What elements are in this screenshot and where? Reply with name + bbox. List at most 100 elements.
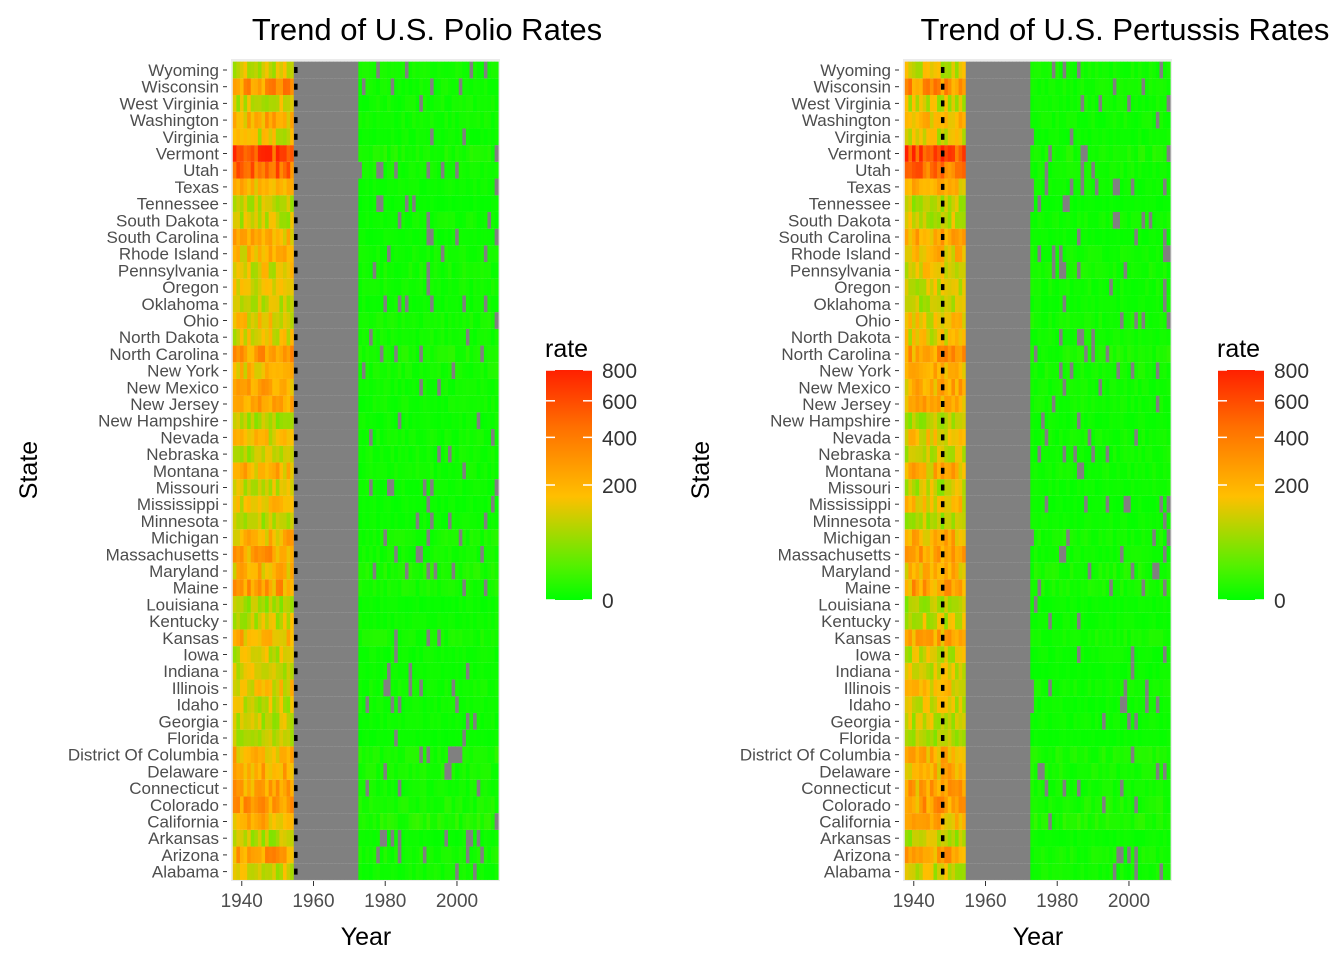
heatmap-cell — [358, 863, 362, 880]
heatmap-cell — [948, 713, 952, 730]
heatmap-cell — [319, 95, 323, 112]
heatmap-cell — [333, 329, 337, 346]
heatmap-cell — [487, 229, 491, 246]
heatmap-cell — [279, 696, 283, 713]
heatmap-cell — [330, 796, 334, 813]
heatmap-cell — [412, 780, 416, 797]
heatmap-cell — [1038, 863, 1042, 880]
heatmap-cell — [351, 863, 355, 880]
heatmap-cell — [477, 78, 481, 95]
heatmap-cell — [1088, 780, 1092, 797]
heatmap-cell — [926, 796, 930, 813]
heatmap-cell — [455, 629, 459, 646]
heatmap-cell — [401, 579, 405, 596]
heatmap-cell — [1073, 796, 1077, 813]
heatmap-cell — [933, 780, 937, 797]
heatmap-cell — [444, 379, 448, 396]
heatmap-cell — [236, 162, 240, 179]
heatmap-cell — [473, 713, 477, 730]
heatmap-cell — [955, 713, 959, 730]
heatmap-cell — [1159, 629, 1163, 646]
heatmap-cell — [240, 479, 244, 496]
heatmap-cell — [462, 362, 466, 379]
heatmap-cell — [233, 279, 237, 296]
vaccine-marker — [294, 685, 298, 691]
heatmap-cell — [419, 513, 423, 530]
heatmap-cell — [423, 629, 427, 646]
heatmap-cell — [258, 229, 262, 246]
heatmap-cell — [373, 680, 377, 697]
heatmap-cell — [444, 713, 448, 730]
heatmap-cell — [319, 329, 323, 346]
x-tick-label: 1980 — [364, 891, 406, 912]
heatmap-cell — [951, 663, 955, 680]
heatmap-cell — [233, 813, 237, 830]
heatmap-cell — [448, 696, 452, 713]
heatmap-cell — [330, 847, 334, 864]
heatmap-cell — [1041, 796, 1045, 813]
heatmap-cell — [358, 563, 362, 580]
heatmap-cell — [297, 830, 301, 847]
heatmap-cell — [244, 396, 248, 413]
heatmap-cell — [258, 112, 262, 129]
heatmap-cell — [1009, 813, 1013, 830]
vaccine-marker — [941, 718, 945, 724]
heatmap-cell — [1070, 813, 1074, 830]
vaccine-marker — [294, 318, 298, 324]
heatmap-cell — [1066, 713, 1070, 730]
heatmap-cell — [955, 763, 959, 780]
heatmap-cell — [430, 696, 434, 713]
heatmap-cell — [233, 262, 237, 279]
heatmap-cell — [387, 546, 391, 563]
heatmap-cell — [977, 730, 981, 747]
heatmap-cell — [1027, 780, 1031, 797]
heatmap-cell — [480, 479, 484, 496]
heatmap-cell — [1138, 830, 1142, 847]
heatmap-cell — [423, 396, 427, 413]
heatmap-cell — [287, 212, 291, 229]
vaccine-marker — [294, 802, 298, 808]
heatmap-cell — [322, 262, 326, 279]
heatmap-cell — [1023, 746, 1027, 763]
heatmap-cell — [444, 563, 448, 580]
heatmap-cell — [969, 663, 973, 680]
heatmap-cell — [487, 279, 491, 296]
heatmap-cell — [495, 396, 499, 413]
heatmap-cell — [455, 746, 459, 763]
heatmap-cell — [290, 62, 294, 79]
heatmap-cell — [994, 847, 998, 864]
heatmap-cell — [959, 646, 963, 663]
heatmap-cell — [337, 229, 341, 246]
heatmap-cell — [401, 513, 405, 530]
heatmap-cell — [326, 529, 330, 546]
heatmap-cell — [366, 245, 370, 262]
heatmap-cell — [491, 229, 495, 246]
heatmap-cell — [491, 579, 495, 596]
heatmap-cell — [412, 629, 416, 646]
heatmap-cell — [283, 680, 287, 697]
heatmap-cell — [437, 513, 441, 530]
heatmap-cell — [330, 830, 334, 847]
heatmap-cell — [236, 212, 240, 229]
heatmap-cell — [330, 229, 334, 246]
heatmap-cell — [1142, 813, 1146, 830]
heatmap-cell — [455, 763, 459, 780]
heatmap-cell — [261, 429, 265, 446]
heatmap-cell — [340, 863, 344, 880]
heatmap-cell — [269, 563, 273, 580]
heatmap-cell — [1088, 830, 1092, 847]
heatmap-cell — [1120, 847, 1124, 864]
heatmap-cell — [1081, 730, 1085, 747]
heatmap-cell — [362, 95, 366, 112]
heatmap-cell — [477, 563, 481, 580]
heatmap-cell — [462, 379, 466, 396]
heatmap-cell — [430, 796, 434, 813]
heatmap-cell — [484, 479, 488, 496]
heatmap-cell — [236, 763, 240, 780]
heatmap-cell — [279, 279, 283, 296]
heatmap-cell — [387, 162, 391, 179]
heatmap-cell — [998, 730, 1002, 747]
heatmap-cell — [434, 95, 438, 112]
heatmap-cell — [912, 646, 916, 663]
heatmap-cell — [254, 479, 258, 496]
